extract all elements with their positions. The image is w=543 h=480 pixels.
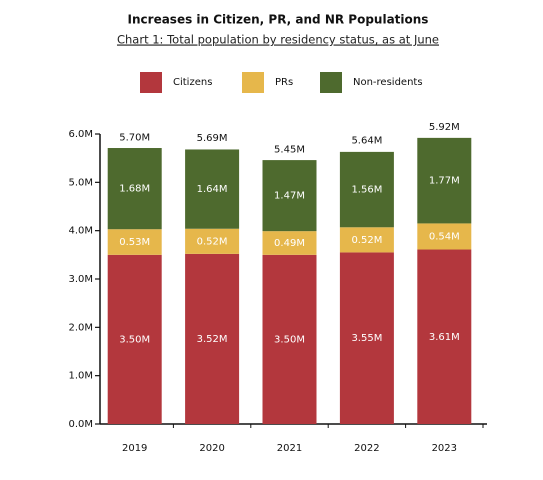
bar-segment — [262, 160, 317, 232]
legend-label: Non-residents — [353, 77, 423, 88]
x-tick-label: 2021 — [277, 443, 302, 454]
bar-segment — [107, 148, 162, 230]
bar-segment — [107, 229, 162, 255]
bar-segment — [185, 253, 240, 424]
value-label: 1.68M — [119, 184, 150, 195]
total-label: 5.69M — [197, 133, 228, 144]
value-label: 3.55M — [351, 333, 382, 344]
value-label: 0.52M — [197, 236, 228, 247]
value-label: 0.54M — [429, 231, 460, 242]
y-tick-label: 3.0M — [68, 274, 93, 285]
y-tick-label: 2.0M — [68, 322, 93, 333]
total-label: 5.45M — [274, 145, 305, 156]
bar-segment — [262, 254, 317, 424]
value-label: 3.61M — [429, 332, 460, 343]
bar-segment — [262, 231, 317, 255]
bar-segment — [339, 151, 394, 228]
x-tick-label: 2023 — [432, 443, 457, 454]
y-tick-label: 4.0M — [68, 226, 93, 237]
total-label: 5.92M — [429, 122, 460, 133]
bar-segment — [185, 228, 240, 254]
y-tick-label: 0.0M — [68, 419, 93, 430]
legend-swatch — [320, 72, 342, 93]
legend-label: PRs — [275, 77, 293, 88]
x-tick-label: 2020 — [199, 443, 224, 454]
y-tick-label: 1.0M — [68, 371, 93, 382]
chart-title: Increases in Citizen, PR, and NR Populat… — [128, 13, 429, 27]
legend-swatch — [140, 72, 162, 93]
chart-subtitle: Chart 1: Total population by residency s… — [117, 33, 439, 47]
value-label: 3.52M — [197, 334, 228, 345]
total-label: 5.70M — [119, 133, 150, 144]
x-tick-label: 2019 — [122, 443, 147, 454]
value-label: 3.50M — [274, 334, 305, 345]
legend-label: Citizens — [173, 77, 212, 88]
x-tick-label: 2022 — [354, 443, 379, 454]
bar-segment — [417, 137, 472, 224]
value-label: 1.64M — [197, 184, 228, 195]
bar-segment — [185, 149, 240, 229]
bar-segment — [107, 254, 162, 424]
value-label: 3.50M — [119, 334, 150, 345]
value-label: 1.56M — [351, 185, 382, 196]
legend-swatch — [242, 72, 264, 93]
value-label: 0.53M — [119, 237, 150, 248]
value-label: 1.77M — [429, 176, 460, 187]
y-tick-label: 5.0M — [68, 177, 93, 188]
bar-segment — [417, 249, 472, 424]
y-tick-label: 6.0M — [68, 129, 93, 140]
value-label: 1.47M — [274, 191, 305, 202]
bar-segment — [417, 223, 472, 250]
value-label: 0.49M — [274, 238, 305, 249]
bar-segment — [339, 252, 394, 424]
bar-segment — [339, 227, 394, 253]
value-label: 0.52M — [351, 235, 382, 246]
total-label: 5.64M — [351, 135, 382, 146]
